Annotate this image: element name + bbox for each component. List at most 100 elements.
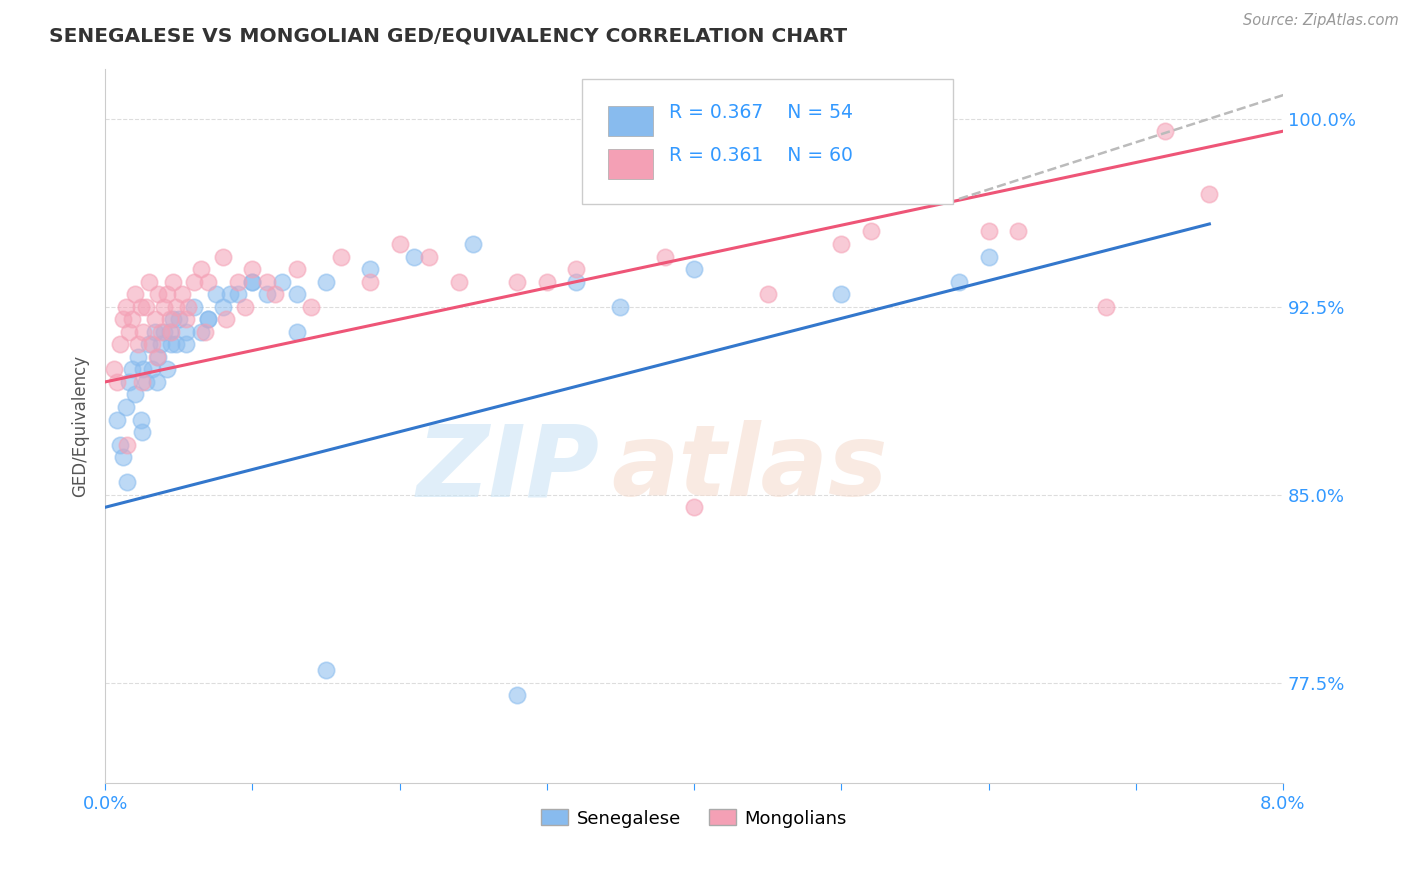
Text: SENEGALESE VS MONGOLIAN GED/EQUIVALENCY CORRELATION CHART: SENEGALESE VS MONGOLIAN GED/EQUIVALENCY …: [49, 27, 848, 45]
Point: [132, 325, 155, 339]
Point: [174, 325, 197, 339]
Point: [148, 350, 170, 364]
Point: [135, 300, 157, 314]
Point: [103, 362, 125, 376]
Point: [167, 312, 190, 326]
Point: [329, 250, 352, 264]
Point: [121, 362, 143, 376]
Point: [654, 250, 676, 264]
Point: [226, 287, 249, 301]
Y-axis label: GED/Equivalency: GED/Equivalency: [72, 355, 89, 497]
Point: [135, 375, 157, 389]
Point: [131, 375, 153, 389]
Point: [118, 375, 141, 389]
Point: [165, 337, 187, 351]
FancyBboxPatch shape: [609, 105, 652, 136]
Point: [197, 312, 219, 326]
Point: [105, 412, 128, 426]
Point: [263, 287, 285, 301]
Point: [299, 300, 322, 314]
Point: [117, 437, 139, 451]
Point: [127, 350, 149, 364]
Point: [683, 262, 706, 277]
Point: [242, 275, 264, 289]
Point: [108, 437, 131, 451]
Point: [117, 475, 139, 490]
Point: [447, 275, 470, 289]
Point: [233, 300, 256, 314]
Point: [565, 262, 588, 277]
Point: [114, 400, 136, 414]
Point: [536, 275, 558, 289]
Point: [153, 300, 176, 314]
Point: [159, 312, 181, 326]
Point: [242, 275, 264, 289]
Point: [121, 312, 143, 326]
Point: [111, 450, 134, 464]
Text: R = 0.367    N = 54: R = 0.367 N = 54: [669, 103, 853, 122]
Point: [565, 275, 588, 289]
Point: [285, 325, 308, 339]
Point: [683, 500, 706, 515]
Point: [160, 325, 183, 339]
Point: [138, 275, 160, 289]
Point: [204, 287, 226, 301]
Point: [285, 262, 308, 277]
Point: [226, 275, 249, 289]
Point: [756, 287, 779, 301]
Point: [105, 375, 128, 389]
Point: [219, 287, 242, 301]
FancyBboxPatch shape: [582, 79, 953, 204]
Point: [506, 275, 529, 289]
Point: [108, 337, 131, 351]
Point: [124, 287, 146, 301]
Point: [138, 337, 160, 351]
Point: [1095, 300, 1118, 314]
Point: [118, 325, 141, 339]
Point: [1154, 124, 1177, 138]
Point: [143, 325, 166, 339]
Point: [143, 312, 166, 326]
Point: [404, 250, 426, 264]
Point: [242, 262, 264, 277]
Point: [174, 337, 197, 351]
Text: Source: ZipAtlas.com: Source: ZipAtlas.com: [1243, 13, 1399, 29]
Point: [129, 300, 152, 314]
Point: [315, 275, 337, 289]
Point: [285, 287, 308, 301]
Point: [190, 325, 212, 339]
Point: [1007, 225, 1029, 239]
Legend: Senegalese, Mongolians: Senegalese, Mongolians: [534, 802, 855, 835]
Point: [359, 275, 381, 289]
Point: [156, 287, 179, 301]
Point: [506, 688, 529, 702]
Point: [830, 287, 852, 301]
Point: [160, 337, 183, 351]
Point: [148, 287, 170, 301]
Point: [141, 337, 163, 351]
Point: [977, 225, 1000, 239]
Point: [830, 237, 852, 252]
Point: [212, 250, 235, 264]
Point: [315, 663, 337, 677]
Point: [256, 275, 278, 289]
Point: [162, 275, 184, 289]
Point: [859, 225, 882, 239]
Point: [1198, 186, 1220, 201]
Point: [132, 362, 155, 376]
Point: [183, 275, 205, 289]
Point: [145, 375, 167, 389]
Point: [256, 287, 278, 301]
Point: [141, 362, 163, 376]
Point: [270, 275, 292, 289]
Point: [197, 312, 219, 326]
Point: [977, 250, 1000, 264]
Point: [111, 312, 134, 326]
Point: [948, 275, 970, 289]
Point: [212, 300, 235, 314]
Point: [183, 300, 205, 314]
Point: [159, 325, 181, 339]
Point: [153, 325, 176, 339]
Point: [463, 237, 485, 252]
Point: [150, 325, 173, 339]
